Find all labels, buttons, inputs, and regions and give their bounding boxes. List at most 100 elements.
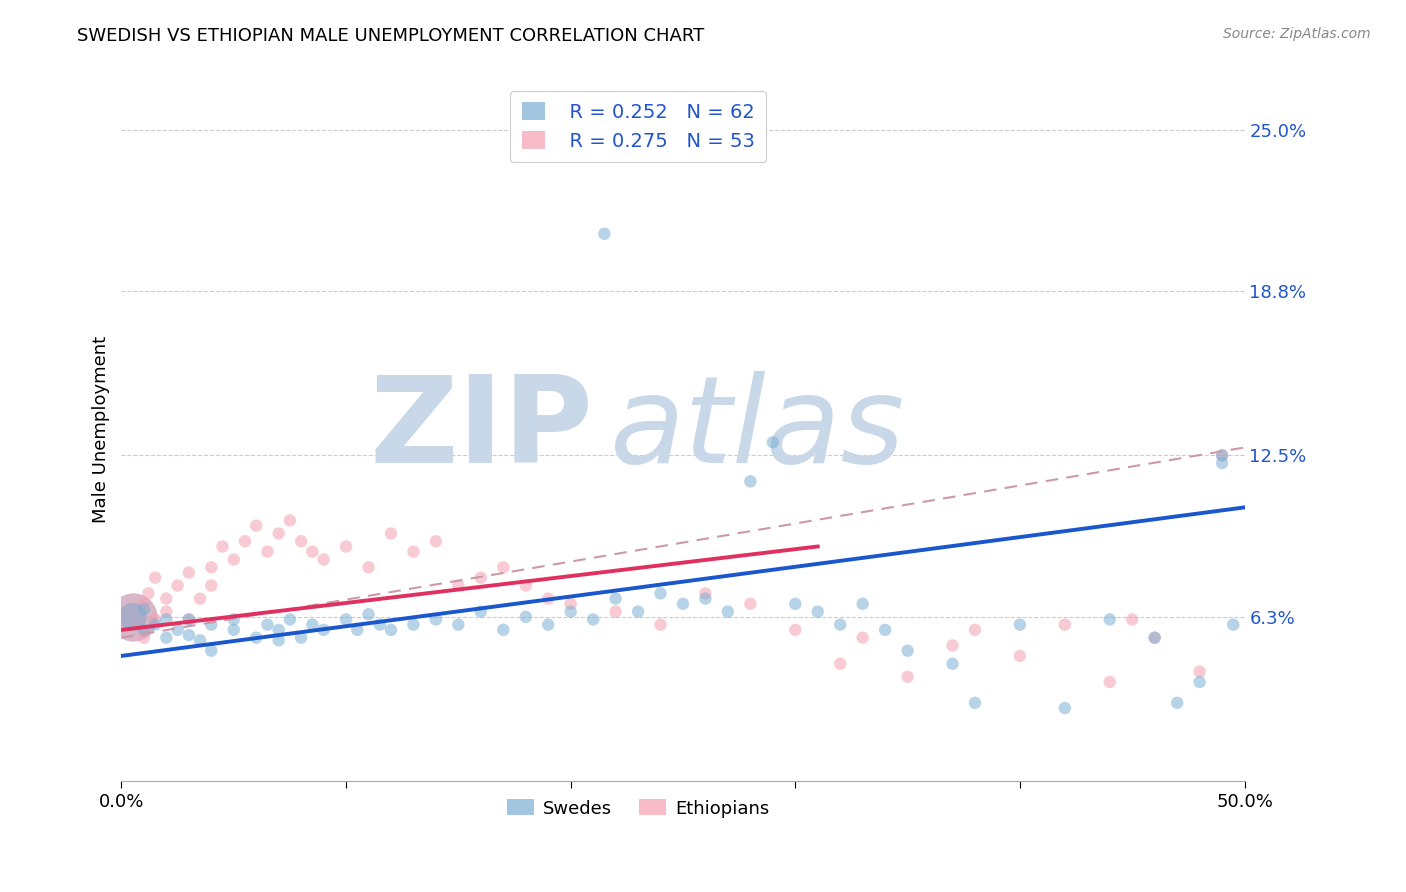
Point [740,475,762,489]
Point [593,227,616,241]
Point [143,617,166,632]
Y-axis label: Male Unemployment: Male Unemployment [93,335,110,523]
Point [402,544,425,558]
Point [897,643,920,657]
Point [166,623,188,637]
Point [312,623,335,637]
Point [627,605,650,619]
Point [560,597,582,611]
Point [143,571,166,585]
Point [278,513,301,527]
Point [963,696,986,710]
Point [267,526,290,541]
Point [368,617,391,632]
Point [357,607,380,622]
Point [1121,612,1143,626]
Point [335,540,357,554]
Point [143,612,166,626]
Point [200,560,222,574]
Point [470,571,492,585]
Point [177,612,200,626]
Point [560,605,582,619]
Point [672,597,695,611]
Point [1053,701,1076,715]
Point [245,518,267,533]
Point [830,657,852,671]
Point [1008,648,1031,663]
Point [1098,675,1121,690]
Point [582,612,605,626]
Point [447,578,470,592]
Point [402,617,425,632]
Point [267,633,290,648]
Point [233,534,256,549]
Text: SWEDISH VS ETHIOPIAN MALE UNEMPLOYMENT CORRELATION CHART: SWEDISH VS ETHIOPIAN MALE UNEMPLOYMENT C… [77,27,704,45]
Point [1222,617,1244,632]
Point [177,628,200,642]
Point [447,617,470,632]
Point [470,605,492,619]
Point [380,623,402,637]
Point [278,612,301,626]
Point [695,586,717,600]
Point [188,633,211,648]
Point [222,612,245,626]
Point [312,552,335,566]
Point [717,605,740,619]
Point [245,631,267,645]
Point [132,631,155,645]
Point [830,617,852,632]
Point [188,591,211,606]
Point [155,591,177,606]
Point [1211,448,1233,462]
Point [807,605,830,619]
Point [155,631,177,645]
Point [155,612,177,626]
Point [762,435,785,450]
Point [852,597,875,611]
Point [121,610,143,624]
Point [267,623,290,637]
Point [425,534,447,549]
Text: ZIP: ZIP [370,371,593,488]
Point [200,643,222,657]
Point [290,631,312,645]
Legend: Swedes, Ethiopians: Swedes, Ethiopians [499,792,776,825]
Point [941,657,963,671]
Point [492,560,515,574]
Point [1188,665,1211,679]
Point [200,617,222,632]
Point [852,631,875,645]
Point [897,670,920,684]
Point [1008,617,1031,632]
Point [128,617,150,632]
Point [785,623,807,637]
Point [155,605,177,619]
Point [138,586,160,600]
Point [256,544,278,558]
Point [425,612,447,626]
Point [605,605,627,619]
Point [941,639,963,653]
Point [1098,612,1121,626]
Point [290,534,312,549]
Point [963,623,986,637]
Point [121,610,143,624]
Point [132,597,155,611]
Point [740,597,762,611]
Point [1188,675,1211,690]
Point [875,623,897,637]
Point [121,610,143,624]
Point [1143,631,1166,645]
Point [301,617,323,632]
Point [515,578,537,592]
Point [650,617,672,632]
Point [335,612,357,626]
Point [200,578,222,592]
Point [515,610,537,624]
Point [605,591,627,606]
Point [211,540,233,554]
Point [166,578,188,592]
Text: atlas: atlas [610,371,905,488]
Point [132,623,155,637]
